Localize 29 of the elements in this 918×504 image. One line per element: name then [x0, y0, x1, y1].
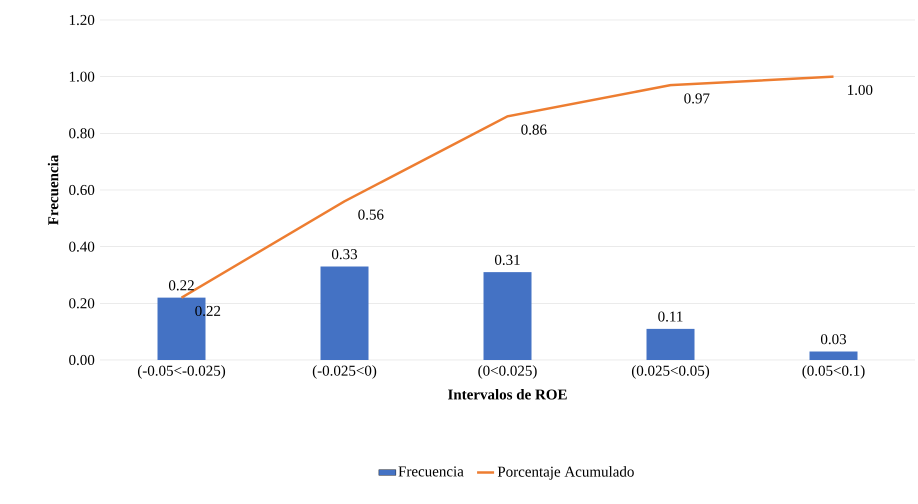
x-tick-label: (-0.025<0) [312, 365, 376, 379]
data-label: 0.56 [358, 210, 384, 220]
data-label: 0.31 [494, 254, 520, 265]
data-label: 0.33 [332, 249, 358, 260]
x-axis-title: Intervalos de ROE [448, 388, 567, 400]
data-label: 0.22 [168, 280, 194, 290]
y-tick-label: 0.00 [69, 354, 94, 366]
bar [646, 328, 695, 360]
y-tick-label: 0.60 [69, 184, 94, 196]
y-tick-label: 0.80 [69, 128, 94, 138]
data-label: 0.86 [521, 124, 547, 135]
y-tick-label: 1.20 [70, 14, 94, 26]
x-tick-label: (0.05<0.1) [802, 365, 865, 379]
data-label: 1.00 [848, 84, 872, 96]
y-tick-label: 1.00 [70, 72, 94, 82]
bar [810, 351, 858, 360]
x-tick-label: (-0.05<-0.025) [138, 365, 226, 379]
bar [320, 266, 369, 360]
y-axis-title: Frecuencia [48, 154, 58, 226]
bar [484, 272, 532, 360]
y-tick-label: 0.20 [69, 298, 94, 308]
x-tick-label: (0.025<0.05) [632, 365, 710, 379]
x-tick-label: (0<0.025) [478, 365, 537, 379]
data-label: 0.97 [684, 93, 710, 104]
legend-label: Frecuencia [398, 466, 464, 476]
y-tick-label: 0.40 [69, 242, 94, 252]
data-label: 0.11 [658, 311, 682, 322]
data-label: 0.03 [820, 334, 846, 344]
legend-label: Porcentaje Acumulado [498, 466, 634, 480]
